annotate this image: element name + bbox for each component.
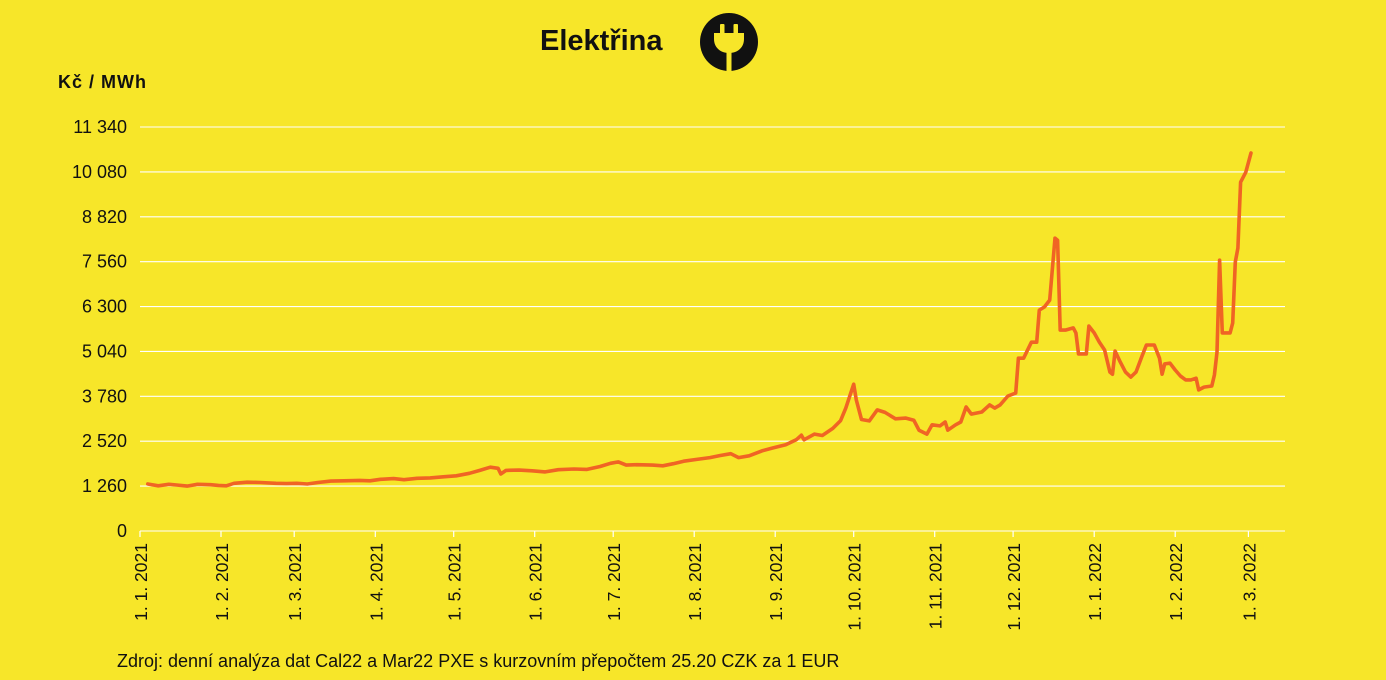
y-tick-label: 0 xyxy=(117,521,127,541)
y-tick-label: 5 040 xyxy=(82,341,127,361)
x-tick-label: 1. 10. 2021 xyxy=(845,543,865,631)
x-tick-label: 1. 5. 2021 xyxy=(445,543,465,621)
plug-icon-prong-right xyxy=(733,24,738,34)
source-note: Zdroj: denní analýza dat Cal22 a Mar22 P… xyxy=(117,651,840,671)
plug-icon-cord xyxy=(726,51,732,71)
y-tick-label: 3 780 xyxy=(82,386,127,406)
x-tick-label: 1. 9. 2021 xyxy=(766,543,786,621)
x-tick-label: 1. 2. 2022 xyxy=(1166,543,1186,621)
plug-icon-body xyxy=(714,33,744,53)
plug-icon-prong-left xyxy=(720,24,725,34)
x-tick-label: 1. 12. 2021 xyxy=(1004,543,1024,631)
x-tick-label: 1. 4. 2021 xyxy=(366,543,386,621)
y-tick-label: 8 820 xyxy=(82,207,127,227)
x-axis-ticks xyxy=(139,531,1250,537)
y-tick-label: 7 560 xyxy=(82,252,127,272)
x-tick-label: 1. 3. 2021 xyxy=(285,543,305,621)
y-axis-tick-labels: 0 1 260 2 520 3 780 5 040 6 300 7 560 8 820 10 0… xyxy=(72,117,127,541)
x-tick-label: 1. 3. 2022 xyxy=(1239,543,1259,621)
x-tick-label: 1. 8. 2021 xyxy=(685,543,705,621)
y-tick-label: 11 340 xyxy=(73,117,127,137)
plug-icon xyxy=(700,13,758,71)
x-tick-label: 1. 2. 2021 xyxy=(212,543,232,621)
y-tick-label: 6 300 xyxy=(82,297,127,317)
y-tick-label: 10 080 xyxy=(72,162,127,182)
x-tick-label: 1. 1. 2021 xyxy=(131,543,151,621)
series-line xyxy=(146,151,1253,488)
x-tick-label: 1. 1. 2022 xyxy=(1085,543,1105,621)
y-tick-label: 1 260 xyxy=(82,476,127,496)
x-tick-label: 1. 7. 2021 xyxy=(604,543,624,621)
x-axis-tick-labels: 1. 1. 2021 1. 2. 2021 1. 3. 2021 1. 4. 2021… xyxy=(131,543,1259,631)
x-tick-label: 1. 6. 2021 xyxy=(526,543,546,621)
y-tick-label: 2 520 xyxy=(82,431,127,451)
x-tick-label: 1. 11. 2021 xyxy=(926,543,946,629)
chart-title: Elektřina xyxy=(540,25,663,57)
y-axis-label: Kč / MWh xyxy=(58,72,147,92)
gridlines xyxy=(140,126,1285,532)
